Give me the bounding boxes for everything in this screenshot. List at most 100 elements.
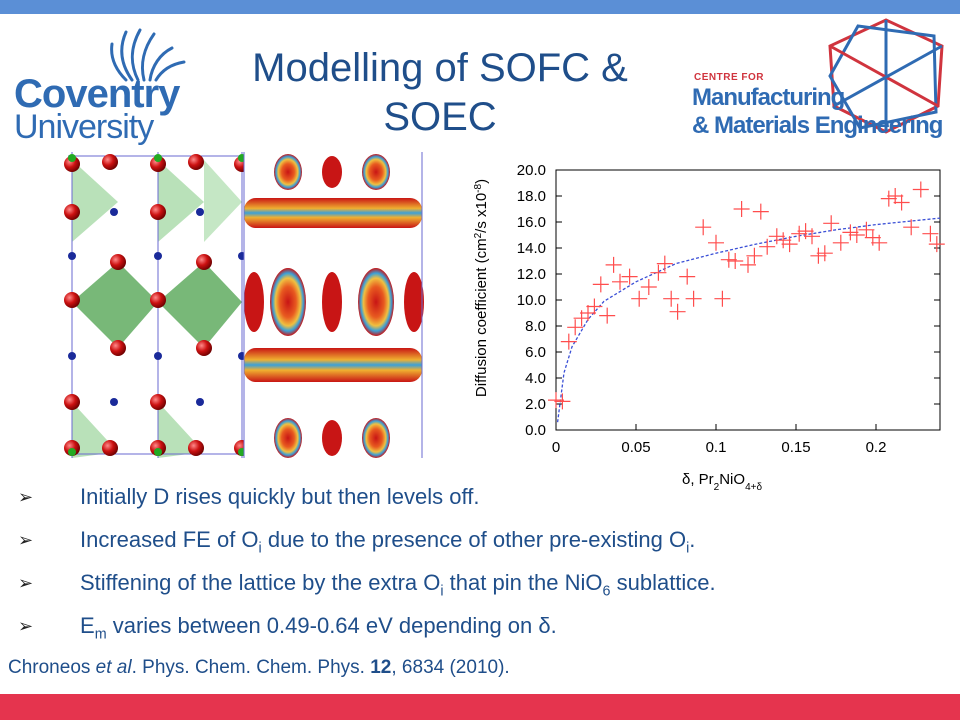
fit-curve [556, 217, 941, 423]
data-point [887, 188, 904, 204]
citation-pages: , 6834 (2010). [391, 657, 510, 678]
bottom-accent-bar [0, 694, 960, 720]
bullet-subscript: i [686, 540, 690, 557]
cme-prefix: CENTRE FOR [694, 72, 764, 83]
bullet-arrow-icon: ➢ [18, 616, 34, 636]
data-point [720, 251, 737, 268]
data-point [858, 221, 875, 238]
university-wordmark: University [14, 108, 154, 146]
bullet-text: Initially D rises quickly but then level… [80, 482, 479, 512]
data-point [922, 225, 939, 242]
data-point [791, 225, 808, 242]
data-point [592, 276, 609, 293]
y-axis-label: Diffusion coefficient (cm2/s x10-8) [473, 179, 491, 397]
y-tick-label: 8.0 [525, 318, 546, 335]
data-point [903, 219, 920, 236]
cme-logo: CENTRE FOR Manufacturing & Materials Eng… [690, 16, 952, 144]
bullet-arrow-icon: ➢ [18, 573, 34, 593]
data-point [848, 227, 865, 243]
bullet-text: Em varies between 0.49-0.64 eV depending… [80, 611, 557, 649]
bullet-item: ➢ Stiffening of the lattice by the extra … [14, 568, 944, 611]
citation-authors: Chroneos [8, 657, 96, 678]
star-polygon-icon [828, 18, 944, 134]
bullet-item: ➢ Increased FE of Oi due to the presence … [14, 525, 944, 568]
bullet-subscript: i [440, 583, 444, 600]
citation: Chroneos et al. Phys. Chem. Chem. Phys. … [8, 657, 510, 679]
data-point [685, 290, 702, 307]
bullet-text: Increased FE of Oi due to the presence o… [80, 525, 695, 563]
data-point [621, 268, 638, 285]
phoenix-icon [110, 28, 186, 82]
title-line-2: SOEC [383, 95, 497, 139]
bullet-subscript: 6 [602, 583, 611, 600]
data-point [695, 219, 712, 236]
citation-etal: et al [95, 657, 132, 678]
diffusion-chart: 0.02.04.06.08.010.012.014.016.018.020.0 … [473, 162, 945, 492]
x-tick-label: 0.2 [866, 439, 887, 456]
top-accent-bar [0, 0, 960, 14]
cme-line-1: Manufacturing [692, 84, 845, 111]
data-point [823, 215, 840, 232]
y-tick-label: 0.0 [525, 422, 546, 439]
data-point [663, 290, 680, 307]
bullet-subscript: i [258, 540, 262, 557]
bullet-text-part: that pin the NiO [443, 570, 603, 595]
crystal-structure-image [64, 152, 424, 458]
bullet-list: ➢ Initially D rises quickly but then leve… [14, 482, 944, 654]
citation-volume: 12 [370, 657, 392, 678]
coventry-university-logo: Coventry University [14, 22, 190, 144]
data-point [708, 234, 724, 251]
data-point [752, 203, 769, 220]
x-tick-label: 0 [552, 439, 560, 456]
bullet-item: ➢ Initially D rises quickly but then leve… [14, 482, 944, 525]
bullet-text: Stiffening of the lattice by the extra O… [80, 568, 716, 606]
data-point [567, 319, 584, 336]
bullet-text-part: due to the presence of other pre-existin… [261, 527, 687, 552]
bullet-item: ➢ Em varies between 0.49-0.64 eV dependin… [14, 611, 944, 654]
data-point [880, 190, 897, 207]
data-point [554, 393, 571, 410]
bullet-text-part: sublattice. [610, 570, 716, 595]
data-point [586, 298, 603, 315]
y-tick-label: 20.0 [517, 162, 546, 179]
data-point [733, 201, 750, 217]
data-point [893, 194, 910, 211]
bullet-text-part: Increased FE of O [80, 527, 259, 552]
data-point [832, 234, 849, 251]
bullet-text-part: varies between 0.49-0.64 eV depending on… [106, 613, 557, 638]
y-tick-label: 4.0 [525, 370, 546, 387]
x-tick-label: 0.1 [706, 439, 727, 456]
x-axis-label: δ, Pr2NiO4+δ [682, 471, 762, 492]
data-point [580, 305, 596, 321]
data-point [810, 247, 827, 264]
y-tick-label: 14.0 [517, 240, 546, 257]
y-tick-label: 2.0 [525, 396, 546, 413]
data-point [612, 273, 628, 290]
bullet-text-part: . [689, 527, 696, 552]
data-point [842, 224, 859, 241]
y-tick-label: 6.0 [525, 344, 546, 361]
cme-line-2: & Materials Engineering [692, 112, 943, 139]
x-tick-label: 0.15 [781, 439, 810, 456]
data-point [605, 256, 622, 273]
bullet-text-part: E [80, 613, 95, 638]
data-point [599, 307, 616, 324]
data-point [714, 290, 731, 307]
data-point [727, 253, 744, 269]
y-tick-label: 10.0 [517, 292, 546, 309]
data-point [928, 236, 945, 253]
data-point [871, 234, 888, 251]
data-point [740, 256, 756, 273]
data-point [912, 181, 929, 198]
x-tick-label: 0.05 [621, 439, 650, 456]
bullet-text-part: Stiffening of the lattice by the extra O [80, 570, 441, 595]
data-point [650, 264, 667, 281]
slide-title: Modelling of SOFC & SOEC [225, 44, 655, 142]
y-tick-label: 18.0 [517, 188, 546, 205]
bullet-text-part: Initially D rises quickly but then level… [80, 484, 480, 509]
data-point [746, 247, 763, 264]
data-point [768, 228, 785, 245]
data-point [804, 228, 820, 245]
data-point [560, 333, 577, 350]
bullet-subscript: m [94, 626, 107, 643]
